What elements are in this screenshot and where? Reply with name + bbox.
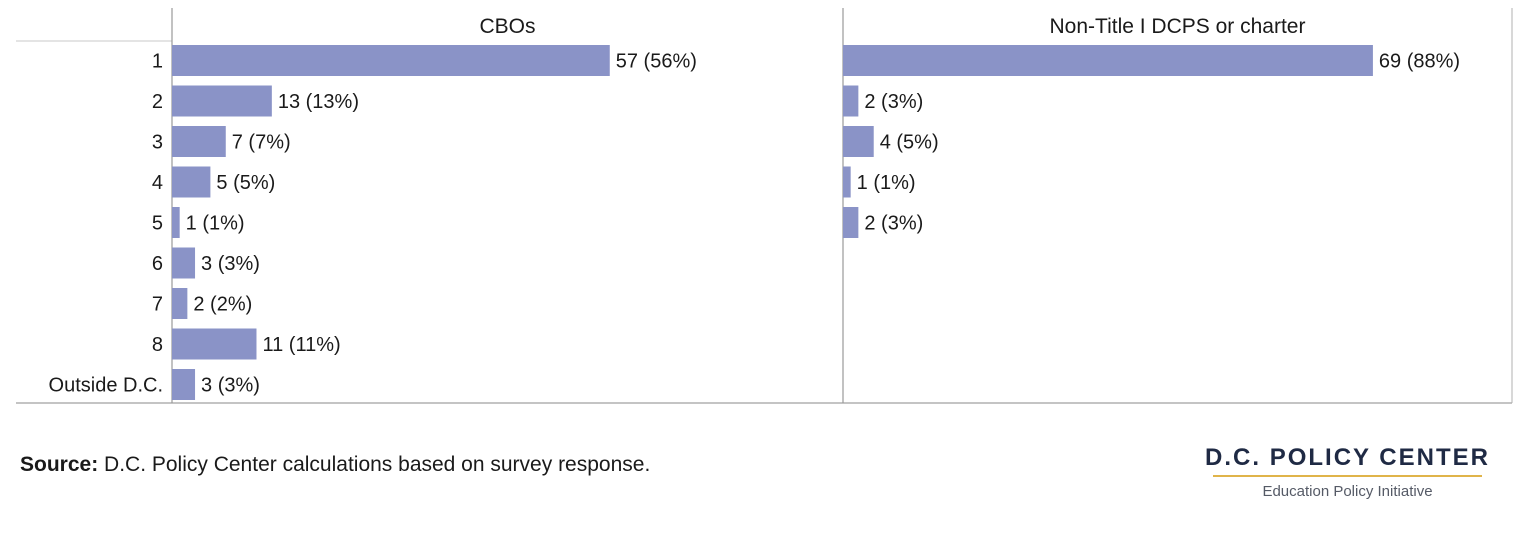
data-label-panel2-row4: 1 (1%) — [857, 172, 916, 194]
data-label-panel1-row4: 5 (5%) — [216, 172, 275, 194]
data-label-panel1-row6: 3 (3%) — [201, 253, 260, 275]
dc-policy-center-logo: D.C. POLICY CENTER Education Policy Init… — [1205, 444, 1490, 500]
chart: CBOs 57 (56%) 13 (13%) 7 (7%) 5 (5%) 1 (1%) 3 … — [16, 8, 1513, 404]
data-label-panel2-row1: 69 (88%) — [1379, 51, 1460, 73]
logo-tagline: Education Policy Initiative — [1262, 483, 1433, 500]
logo-rule — [1213, 475, 1482, 477]
data-label-panel2-row3: 4 (5%) — [880, 132, 939, 154]
bar-panel1-row2 — [172, 85, 272, 117]
category-label-8: 8 — [152, 334, 163, 356]
logo-name: D.C. POLICY CENTER — [1205, 444, 1490, 471]
panel-title-1: CBOs — [479, 15, 535, 38]
bar-panel2-row1 — [843, 45, 1373, 76]
data-label-panel1-row3: 7 (7%) — [232, 132, 291, 154]
data-label-panel1-row5: 1 (1%) — [186, 213, 245, 235]
data-label-panel1-row8: 11 (11%) — [262, 334, 340, 356]
data-label-panel1-row7: 2 (2%) — [193, 294, 252, 316]
bar-panel1-row9 — [172, 369, 196, 400]
data-label-panel1-row2: 13 (13%) — [278, 91, 359, 113]
panel-title-2: Non-Title I DCPS or charter — [1050, 15, 1306, 38]
bar-panel2-row4 — [843, 166, 851, 198]
bar-panel1-row4 — [172, 166, 211, 198]
bar-panel1-row5 — [172, 207, 180, 238]
category-label-3: 3 — [152, 132, 163, 154]
category-label-1: 1 — [152, 51, 163, 73]
data-label-panel1-row9: 3 (3%) — [201, 375, 260, 397]
bar-panel2-row5 — [843, 207, 859, 238]
data-label-panel1-row1: 57 (56%) — [616, 51, 697, 73]
category-label-4: 4 — [152, 172, 163, 194]
data-label-panel2-row5: 2 (3%) — [864, 213, 923, 235]
source-note: Source: D.C. Policy Center calculations … — [20, 453, 650, 477]
data-label-panel2-row2: 2 (3%) — [864, 91, 923, 113]
bar-panel1-row1 — [172, 45, 610, 76]
category-label-7: 7 — [152, 294, 163, 316]
category-label-2: 2 — [152, 91, 163, 113]
bar-panel1-row7 — [172, 288, 188, 319]
category-label-6: 6 — [152, 253, 163, 275]
category-label-9: Outside D.C. — [49, 375, 163, 397]
source-text: D.C. Policy Center calculations based on… — [98, 453, 651, 476]
source-label: Source: — [20, 453, 99, 476]
bar-panel1-row8 — [172, 328, 257, 360]
category-label-5: 5 — [152, 213, 163, 235]
bar-panel1-row6 — [172, 247, 196, 279]
bar-panel2-row3 — [843, 126, 874, 157]
bar-panel2-row2 — [843, 85, 859, 117]
bar-panel1-row3 — [172, 126, 226, 157]
